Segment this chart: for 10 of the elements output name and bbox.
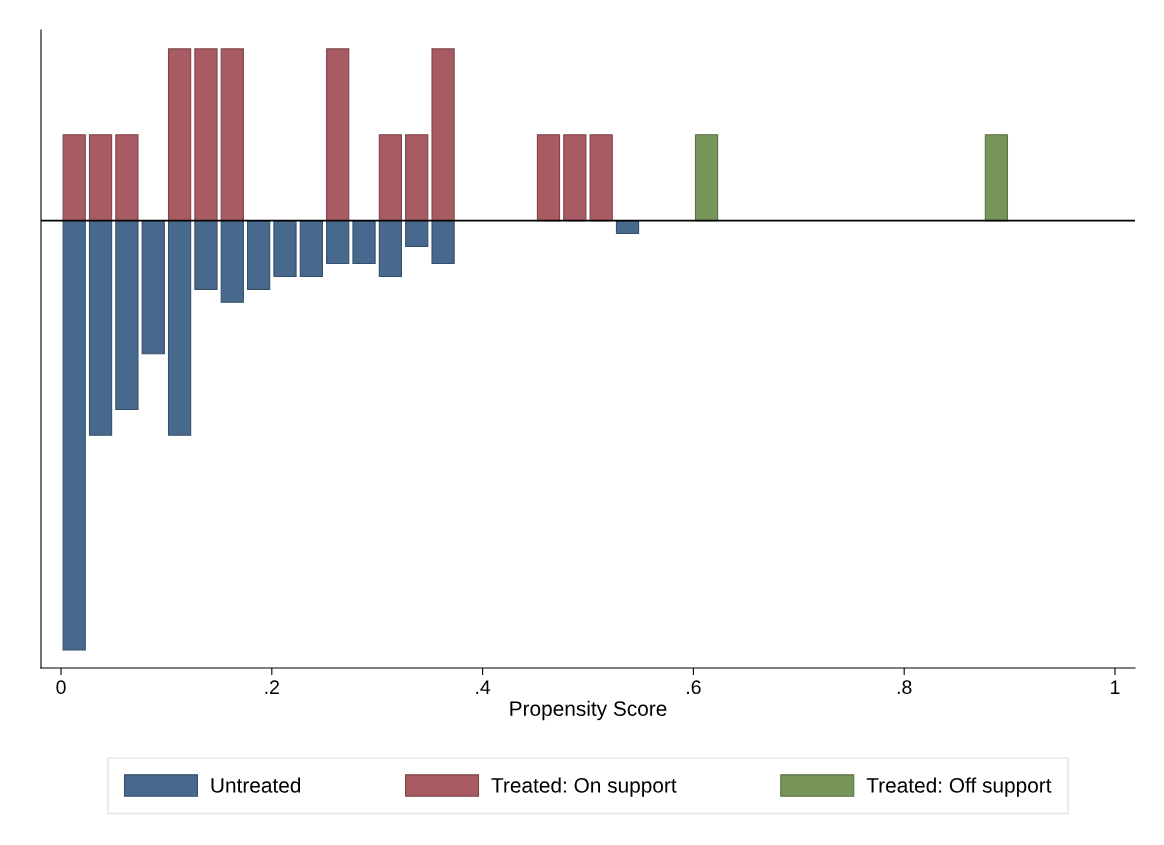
x-tick-label: 1 (1111, 680, 1120, 694)
legend-label: Untreated (211, 777, 301, 793)
x-axis-title: Propensity Score (510, 700, 667, 721)
x-tick-label: 0 (56, 680, 66, 695)
legend-label: Treated: Off support (866, 777, 1052, 797)
x-tick-label: .6 (687, 680, 701, 695)
legend-label: Treated: On support (491, 777, 677, 797)
x-tick-label: .2 (265, 680, 279, 694)
x-tick-label: .4 (476, 680, 491, 694)
x-tick-label: .8 (897, 680, 912, 695)
